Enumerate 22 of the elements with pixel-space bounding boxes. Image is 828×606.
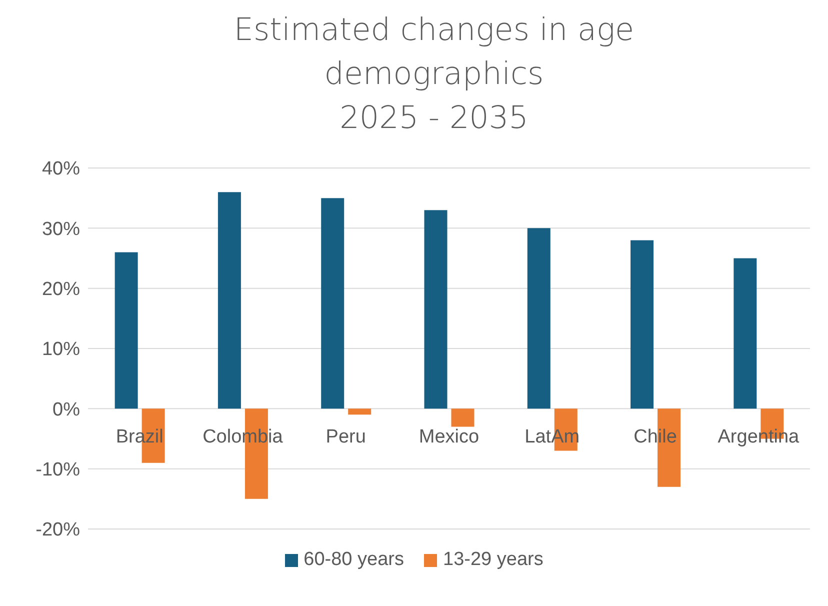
- y-tick-label: -10%: [36, 460, 80, 481]
- bar: [321, 198, 344, 409]
- y-tick-label: -20%: [36, 520, 80, 541]
- x-tick-label: Mexico: [418, 426, 480, 448]
- bar: [218, 192, 241, 409]
- x-tick-label: Argentina: [718, 426, 800, 448]
- x-tick-label: Peru: [326, 426, 366, 448]
- bar: [630, 240, 654, 409]
- bar: [348, 408, 372, 415]
- bar: [527, 228, 550, 409]
- bar: [114, 252, 138, 409]
- legend-label: 60-80 years: [304, 549, 404, 571]
- y-tick-label: 30%: [42, 218, 80, 240]
- bar: [451, 408, 474, 427]
- chart-title: Estimated changes in age demographics 2025 - 2035: [232, 11, 636, 138]
- y-tick-label: 10%: [42, 339, 80, 360]
- legend-label: 13-29 years: [443, 549, 544, 571]
- y-tick-label: 40%: [42, 158, 80, 180]
- bar: [734, 258, 757, 409]
- y-tick-label: 0%: [52, 399, 80, 420]
- y-tick-label: 20%: [42, 279, 80, 300]
- bar: [424, 210, 448, 409]
